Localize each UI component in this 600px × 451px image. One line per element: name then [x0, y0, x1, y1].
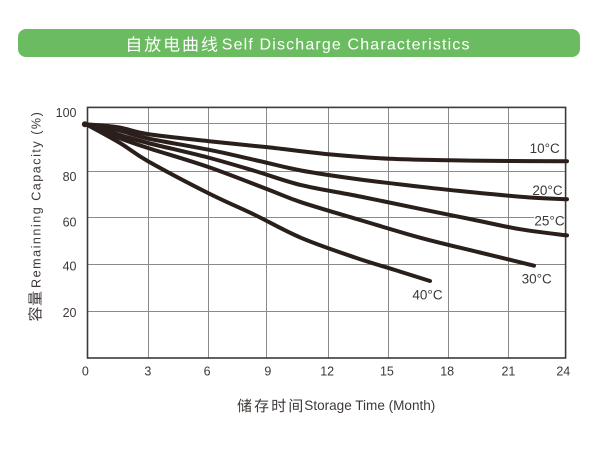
svg-text:30°C: 30°C	[522, 271, 552, 286]
svg-text:0: 0	[82, 365, 89, 379]
svg-text:100: 100	[56, 106, 77, 120]
svg-text:40°C: 40°C	[412, 287, 442, 302]
svg-text:40: 40	[63, 260, 77, 274]
svg-text:Remainning Capacity (%): Remainning Capacity (%)	[30, 111, 44, 288]
svg-text:6: 6	[204, 365, 211, 379]
svg-text:10°C: 10°C	[530, 141, 560, 156]
svg-text:60: 60	[63, 216, 77, 230]
svg-text:25°C: 25°C	[534, 213, 564, 228]
svg-text:12: 12	[320, 365, 334, 379]
svg-text:Storage Time (Month): Storage Time (Month)	[304, 398, 435, 413]
svg-text:15: 15	[380, 365, 394, 379]
svg-text:9: 9	[264, 365, 271, 379]
svg-text:Self Discharge Characteristics: Self Discharge Characteristics	[222, 36, 471, 53]
svg-text:18: 18	[440, 365, 454, 379]
svg-text:3: 3	[144, 365, 151, 379]
svg-text:80: 80	[63, 170, 77, 184]
svg-text:21: 21	[501, 365, 515, 379]
svg-text:20: 20	[63, 306, 77, 320]
svg-text:20°C: 20°C	[532, 183, 562, 198]
svg-text:24: 24	[556, 365, 570, 379]
